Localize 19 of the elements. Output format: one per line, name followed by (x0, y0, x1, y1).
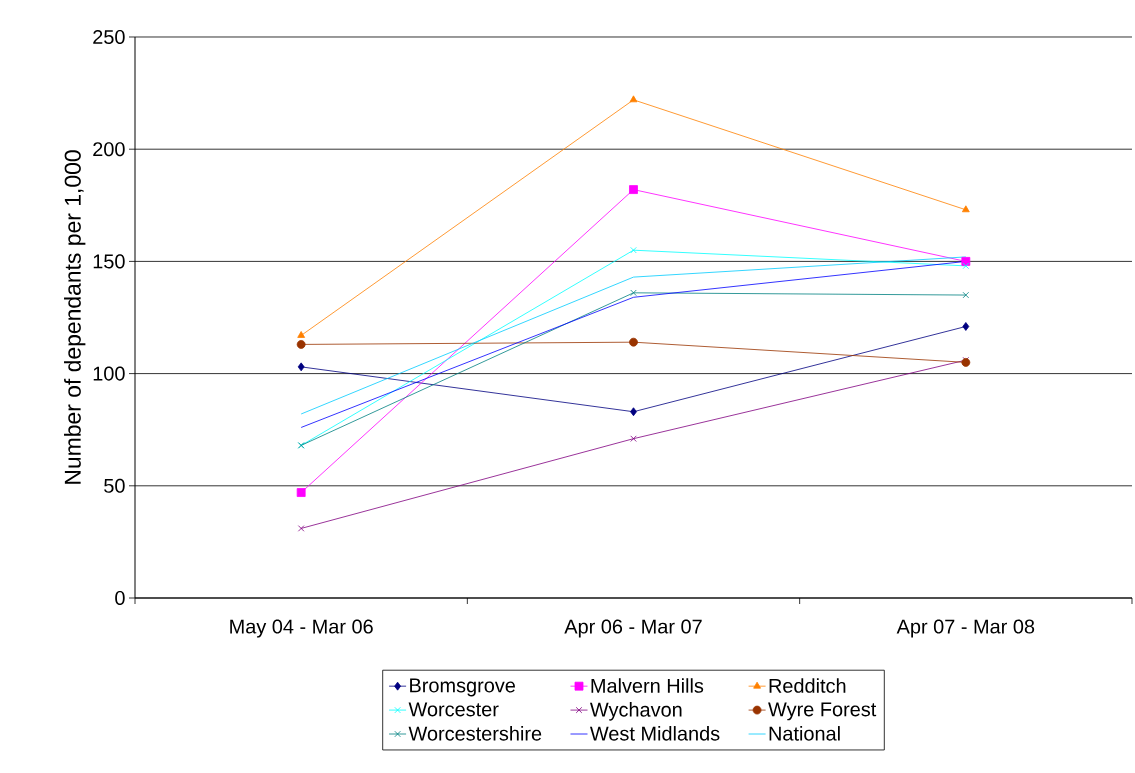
legend-label: West Midlands (589, 726, 720, 741)
x-tick-label: May 04 - Mar 06 (230, 619, 373, 638)
y-tick-label: 150 (93, 254, 125, 269)
legend-label: Wychavon (589, 702, 682, 721)
y-axis-title: Number of dependants per 1,000 (64, 150, 86, 484)
y-tick-label: 250 (93, 29, 125, 45)
legend-label: Malvern Hills (591, 678, 704, 693)
legend-label: Worcestershire (408, 726, 542, 741)
legend-label: Redditch (769, 678, 846, 693)
y-tick-label: 0 (115, 590, 125, 606)
legend-label: Wyre Forest (768, 702, 877, 721)
y-tick-label: 100 (93, 366, 125, 381)
y-tick-label: 50 (104, 478, 125, 493)
x-tick-label: Apr 06 - Mar 07 (564, 619, 702, 638)
x-tick-label: Apr 07 - Mar 08 (896, 619, 1035, 638)
legend-label: National (769, 726, 840, 741)
y-tick-label: 200 (93, 142, 125, 157)
legend-label: Worcester (408, 702, 499, 717)
legend-label: Bromsgrove (410, 678, 515, 697)
